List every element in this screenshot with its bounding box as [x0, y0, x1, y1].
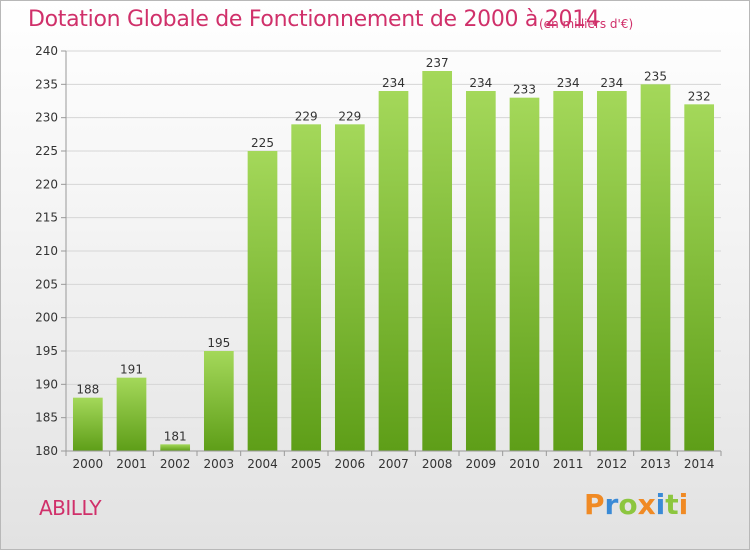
y-tick-label: 210	[35, 244, 58, 258]
data-label-2014: 232	[688, 89, 711, 103]
data-label-2009: 234	[469, 76, 492, 90]
bar-2009	[465, 91, 496, 451]
data-label-2004: 225	[251, 136, 274, 150]
y-tick-label: 235	[35, 77, 58, 91]
y-axis-ticks: 180 185 190 195 200 205 210 215 220 225 230 235 240	[35, 44, 66, 458]
commune-name: ABILLY	[39, 496, 102, 520]
x-tick-label-2006: 2006	[335, 457, 366, 471]
bar-2013	[640, 84, 671, 451]
bar-2005	[291, 124, 322, 451]
bar-2002	[160, 444, 191, 451]
data-label-2008: 237	[426, 56, 449, 70]
data-label-2005: 229	[295, 109, 318, 123]
y-tick-label: 230	[35, 111, 58, 125]
y-tick-label: 215	[35, 211, 58, 225]
x-tick-label-2005: 2005	[291, 457, 322, 471]
bars	[72, 71, 715, 452]
x-tick-label-2010: 2010	[509, 457, 540, 471]
data-label-2002: 181	[164, 429, 187, 443]
logo-letter: x	[637, 488, 656, 521]
unit-label: (en milliers d'€)	[539, 17, 634, 31]
logo-letter: i	[655, 488, 666, 521]
x-tick-label-2000: 2000	[73, 457, 104, 471]
data-label-2012: 234	[600, 76, 623, 90]
logo-letter: r	[604, 488, 619, 521]
data-label-2006: 229	[338, 109, 361, 123]
y-tick-label: 200	[35, 311, 58, 325]
data-label-2013: 235	[644, 69, 667, 83]
bar-2012	[596, 91, 627, 451]
bar-2010	[509, 97, 540, 452]
bar-2007	[378, 91, 409, 451]
y-tick-label: 225	[35, 144, 58, 158]
y-tick-label: 190	[35, 377, 58, 391]
logo-letter: P	[584, 488, 605, 521]
x-tick-label-2004: 2004	[247, 457, 278, 471]
data-labels: 188 191 181 195 225 229 229 234 237 234 233 234 234 2…	[76, 56, 710, 443]
logo-letter: i	[678, 488, 689, 521]
data-label-2010: 233	[513, 83, 536, 97]
x-tick-label-2013: 2013	[640, 457, 671, 471]
x-tick-label-2012: 2012	[597, 457, 628, 471]
y-tick-label: 180	[35, 444, 58, 458]
logo-letter: t	[665, 488, 679, 521]
x-tick-label-2009: 2009	[466, 457, 497, 471]
y-tick-label: 185	[35, 411, 58, 425]
y-tick-label: 195	[35, 344, 58, 358]
bar-2003	[203, 351, 234, 451]
x-tick-label-2014: 2014	[684, 457, 715, 471]
data-label-2011: 234	[557, 76, 580, 90]
y-tick-label: 205	[35, 277, 58, 291]
bar-2011	[553, 91, 584, 451]
logo-letter: o	[618, 488, 638, 521]
data-label-2001: 191	[120, 363, 143, 377]
data-label-2007: 234	[382, 76, 405, 90]
proxiti-logo: Proxiti	[584, 488, 688, 521]
bar-2000	[72, 397, 103, 451]
axes	[65, 51, 721, 452]
y-tick-label: 220	[35, 177, 58, 191]
x-tick-label-2008: 2008	[422, 457, 453, 471]
data-label-2003: 195	[207, 336, 230, 350]
bar-2004	[247, 151, 278, 451]
data-label-2000: 188	[76, 383, 99, 397]
bar-2008	[422, 71, 453, 451]
y-tick-label: 240	[35, 44, 58, 58]
x-tick-label-2011: 2011	[553, 457, 584, 471]
chart-title: Dotation Globale de Fonctionnement de 20…	[28, 7, 600, 32]
x-tick-label-2007: 2007	[378, 457, 409, 471]
bar-2014	[684, 104, 715, 451]
x-tick-label-2002: 2002	[160, 457, 191, 471]
bar-2006	[334, 124, 365, 451]
x-tick-label-2003: 2003	[204, 457, 235, 471]
x-tick-label-2001: 2001	[116, 457, 147, 471]
x-axis-ticks: 2000 2001 2002 2003 2004 2005 2006 2007 2008 2009…	[65, 451, 722, 471]
bar-2001	[116, 377, 147, 451]
